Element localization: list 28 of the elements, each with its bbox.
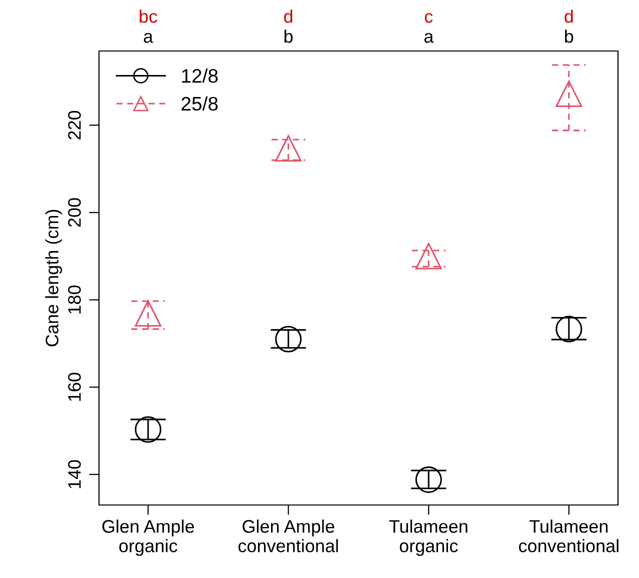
x-tick-label: Glen Ample conventional bbox=[238, 520, 338, 552]
legend-label: 25/8 bbox=[182, 96, 218, 111]
y-tick-label: 200 bbox=[68, 198, 81, 227]
point bbox=[134, 416, 162, 443]
text: d bbox=[284, 10, 292, 23]
point bbox=[415, 242, 442, 270]
y-tick-label: 220 bbox=[68, 110, 81, 140]
x-tick-label: Tulameen organic bbox=[389, 520, 468, 556]
y-tick-label: 160 bbox=[68, 372, 81, 401]
text: c bbox=[424, 12, 433, 23]
legend-label: 12/8 bbox=[182, 68, 218, 83]
text: d bbox=[564, 10, 573, 23]
point bbox=[415, 466, 442, 493]
x-tick-label: Glen Ample organic bbox=[102, 520, 194, 556]
text: b bbox=[284, 30, 293, 43]
y-tick-label: 180 bbox=[68, 285, 81, 314]
text: bc bbox=[140, 10, 158, 23]
x-tick-label: Tulameen conventional bbox=[518, 520, 618, 552]
y-tick-label: 140 bbox=[68, 460, 81, 488]
point bbox=[134, 300, 162, 327]
text: b bbox=[565, 30, 574, 43]
point bbox=[556, 80, 582, 108]
point bbox=[556, 316, 582, 342]
y-axis-title: Cane length (cm) bbox=[45, 210, 62, 346]
point bbox=[275, 326, 302, 352]
point bbox=[275, 135, 302, 162]
text: a bbox=[144, 32, 154, 43]
text: a bbox=[424, 32, 434, 43]
